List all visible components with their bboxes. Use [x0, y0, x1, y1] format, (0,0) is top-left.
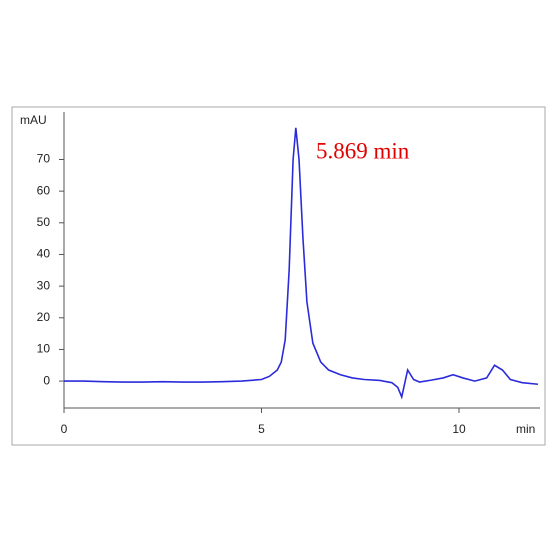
y-tick-label: 40: [37, 247, 51, 261]
annotation: 5.869 min: [316, 138, 410, 163]
y-tick-label: 20: [37, 310, 51, 324]
x-axis-label: min: [516, 422, 535, 436]
x-tick-label: 5: [258, 422, 265, 436]
y-tick-label: 10: [37, 342, 51, 356]
y-tick-label: 0: [43, 373, 50, 387]
frame: [11, 106, 546, 446]
y-tick-label: 50: [37, 215, 51, 229]
y-tick-label: 60: [37, 183, 51, 197]
x-tick-label: 10: [452, 422, 466, 436]
y-tick-label: 30: [37, 278, 51, 292]
y-tick-label: 70: [37, 152, 51, 166]
y-axis-label: mAU: [20, 113, 47, 127]
line: [64, 127, 539, 400]
x-tick-label: 0: [61, 422, 68, 436]
